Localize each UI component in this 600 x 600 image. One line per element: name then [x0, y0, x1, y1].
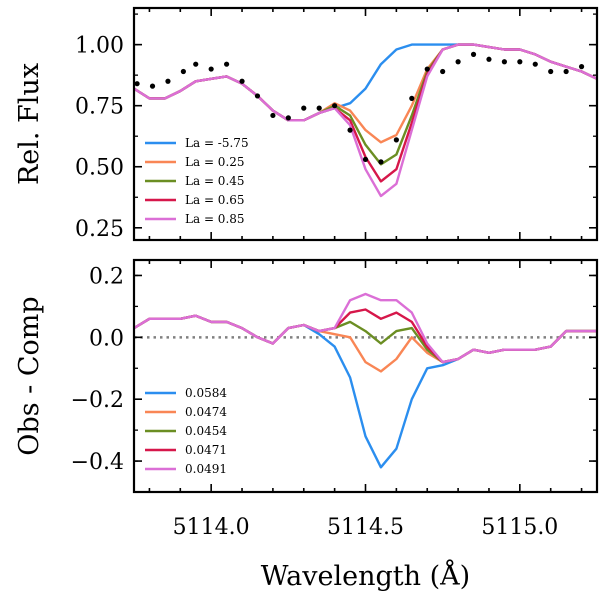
observed-point — [285, 115, 291, 121]
series-line-1 — [134, 43, 597, 144]
legend: 0.0584 0.0474 0.0454 0.0471 0.0491 — [145, 386, 227, 476]
observed-point — [224, 61, 230, 67]
observed-point — [239, 78, 245, 84]
series-line-2 — [134, 314, 597, 364]
observed-point — [486, 56, 492, 62]
legend: La = -5.75 La = 0.25 La = 0.45 La = 0.65 La … — [145, 136, 249, 226]
residual-panel: −0.4 −0.2 0.0 0.2 5114.0 5114.5 5115.0 Obs - Co… — [14, 258, 599, 592]
x-tick-label: 5115.0 — [481, 515, 558, 540]
observed-point — [532, 61, 538, 67]
y-axis-label: Obs - Comp — [14, 296, 45, 455]
observed-point — [362, 156, 369, 163]
observed-point — [208, 66, 214, 72]
x-tick-label: 5114.0 — [173, 515, 250, 540]
observed-point — [409, 95, 415, 101]
legend-entry-label: 0.0491 — [185, 462, 227, 476]
observed-point — [134, 81, 140, 87]
observed-point — [316, 105, 322, 111]
plot-area — [134, 43, 597, 198]
observed-point — [440, 68, 446, 75]
observed-point — [270, 112, 276, 119]
y-tick-label: 1.00 — [75, 34, 124, 59]
observed-point — [254, 93, 261, 99]
observed-point — [470, 51, 477, 58]
observed-point — [393, 137, 399, 143]
y-axis-label: Rel. Flux — [14, 63, 45, 185]
observed-point — [193, 61, 199, 67]
legend-entry-label: 0.0471 — [185, 443, 227, 457]
observed-point — [578, 64, 585, 70]
y-tick-label: 0.2 — [89, 264, 124, 289]
observed-point — [347, 127, 353, 133]
y-tick-label: 0.75 — [75, 95, 124, 120]
observed-point — [548, 68, 554, 75]
observed-point — [180, 68, 186, 75]
series-line-4 — [134, 43, 597, 198]
observed-point — [563, 68, 569, 75]
series-line-0 — [134, 43, 597, 122]
observed-point — [149, 83, 156, 89]
legend-entry-label: 0.0454 — [185, 424, 227, 438]
x-tick-label: 5114.5 — [327, 515, 404, 540]
legend-entry-label: La = 0.45 — [185, 174, 245, 188]
y-tick-label: 0.25 — [75, 217, 124, 242]
y-tick-label: −0.4 — [71, 450, 124, 475]
y-tick-label: 0.50 — [75, 156, 124, 181]
x-axis-label: Wavelength (Å) — [261, 559, 470, 592]
legend-entry-label: La = -5.75 — [185, 136, 249, 150]
observed-point — [424, 66, 430, 72]
plot-area — [134, 292, 597, 469]
series-line-1 — [134, 314, 597, 373]
observed-point — [165, 78, 171, 84]
observed-point — [301, 105, 307, 111]
observed-point — [455, 59, 461, 65]
observed-point — [501, 59, 507, 65]
series-line-4 — [134, 292, 597, 364]
legend-entry-label: La = 0.25 — [185, 155, 245, 169]
y-tick-label: 0.0 — [89, 326, 124, 351]
observed-point — [378, 159, 384, 165]
legend-entry-label: La = 0.65 — [185, 193, 245, 207]
series-line-3 — [134, 308, 597, 364]
observed-point — [517, 59, 523, 65]
y-tick-label: −0.2 — [71, 388, 124, 413]
observed-point — [332, 103, 338, 109]
legend-entry-label: 0.0474 — [185, 405, 227, 419]
legend-entry-label: La = 0.85 — [185, 212, 245, 226]
legend-entry-label: 0.0584 — [185, 386, 227, 400]
